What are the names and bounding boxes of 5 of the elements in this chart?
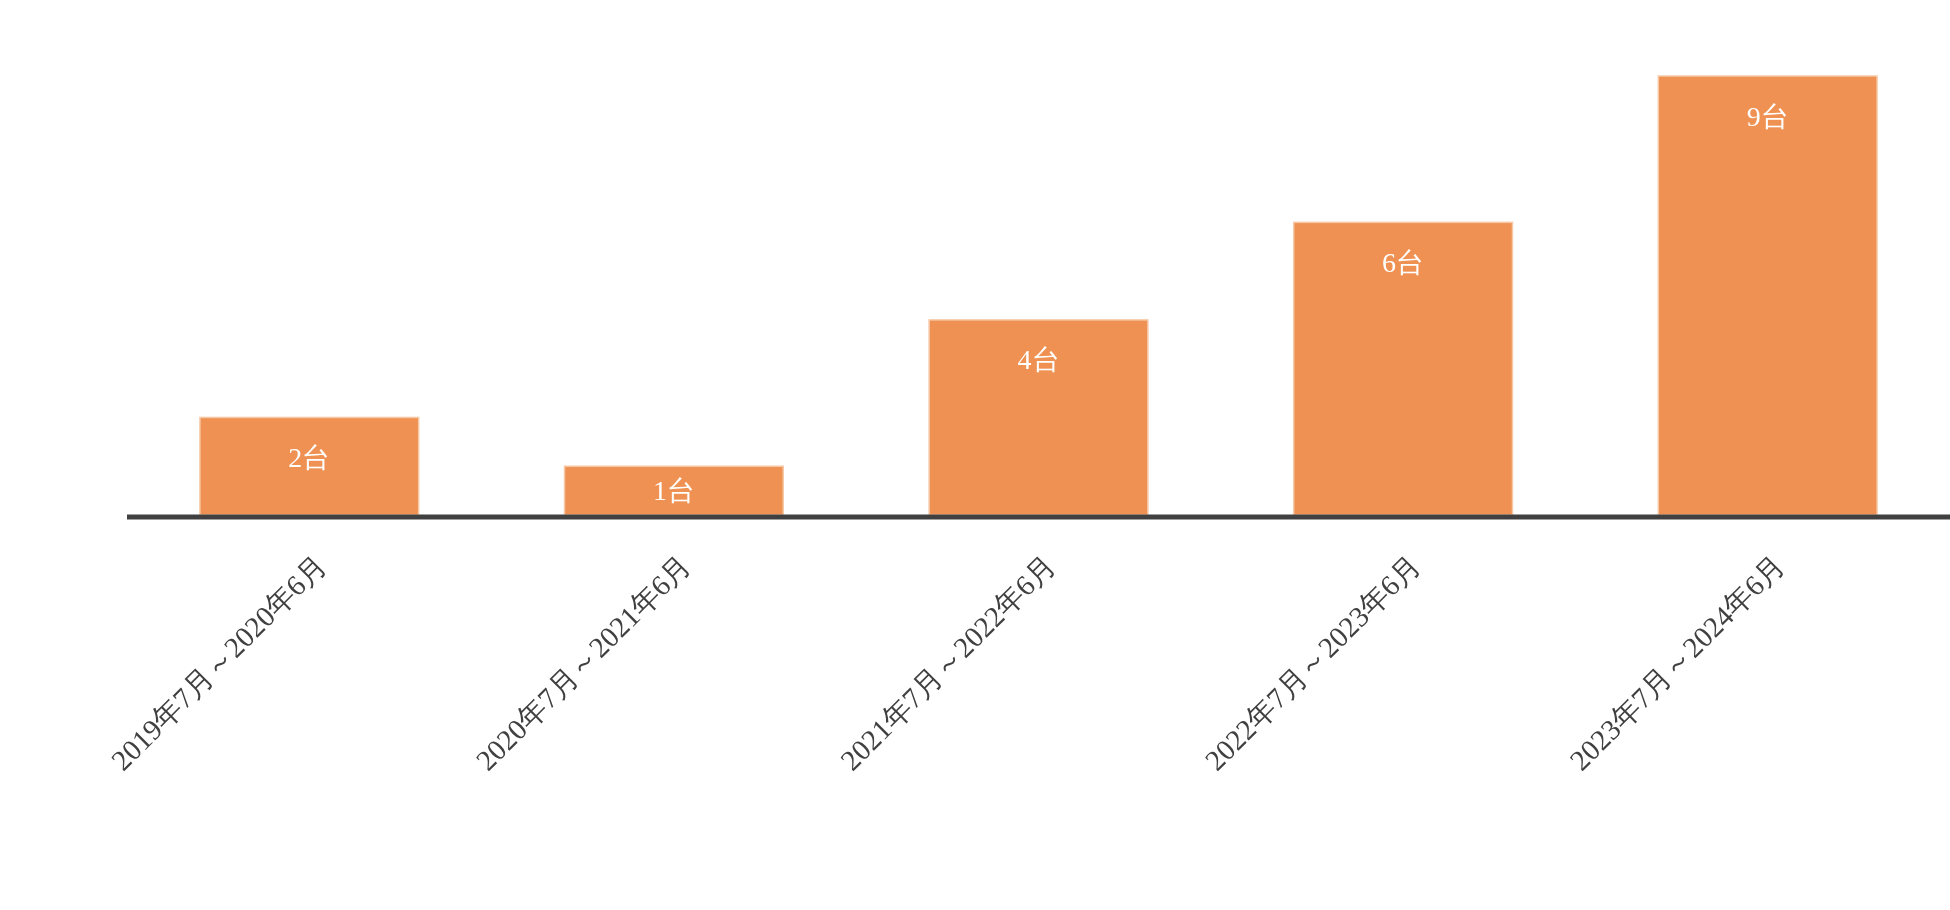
data-label: 6台 bbox=[1382, 246, 1425, 278]
data-label: 4台 bbox=[1017, 344, 1060, 376]
data-label: 2台 bbox=[288, 441, 331, 473]
data-label: 9台 bbox=[1746, 100, 1789, 132]
data-label: 1台 bbox=[652, 475, 695, 507]
